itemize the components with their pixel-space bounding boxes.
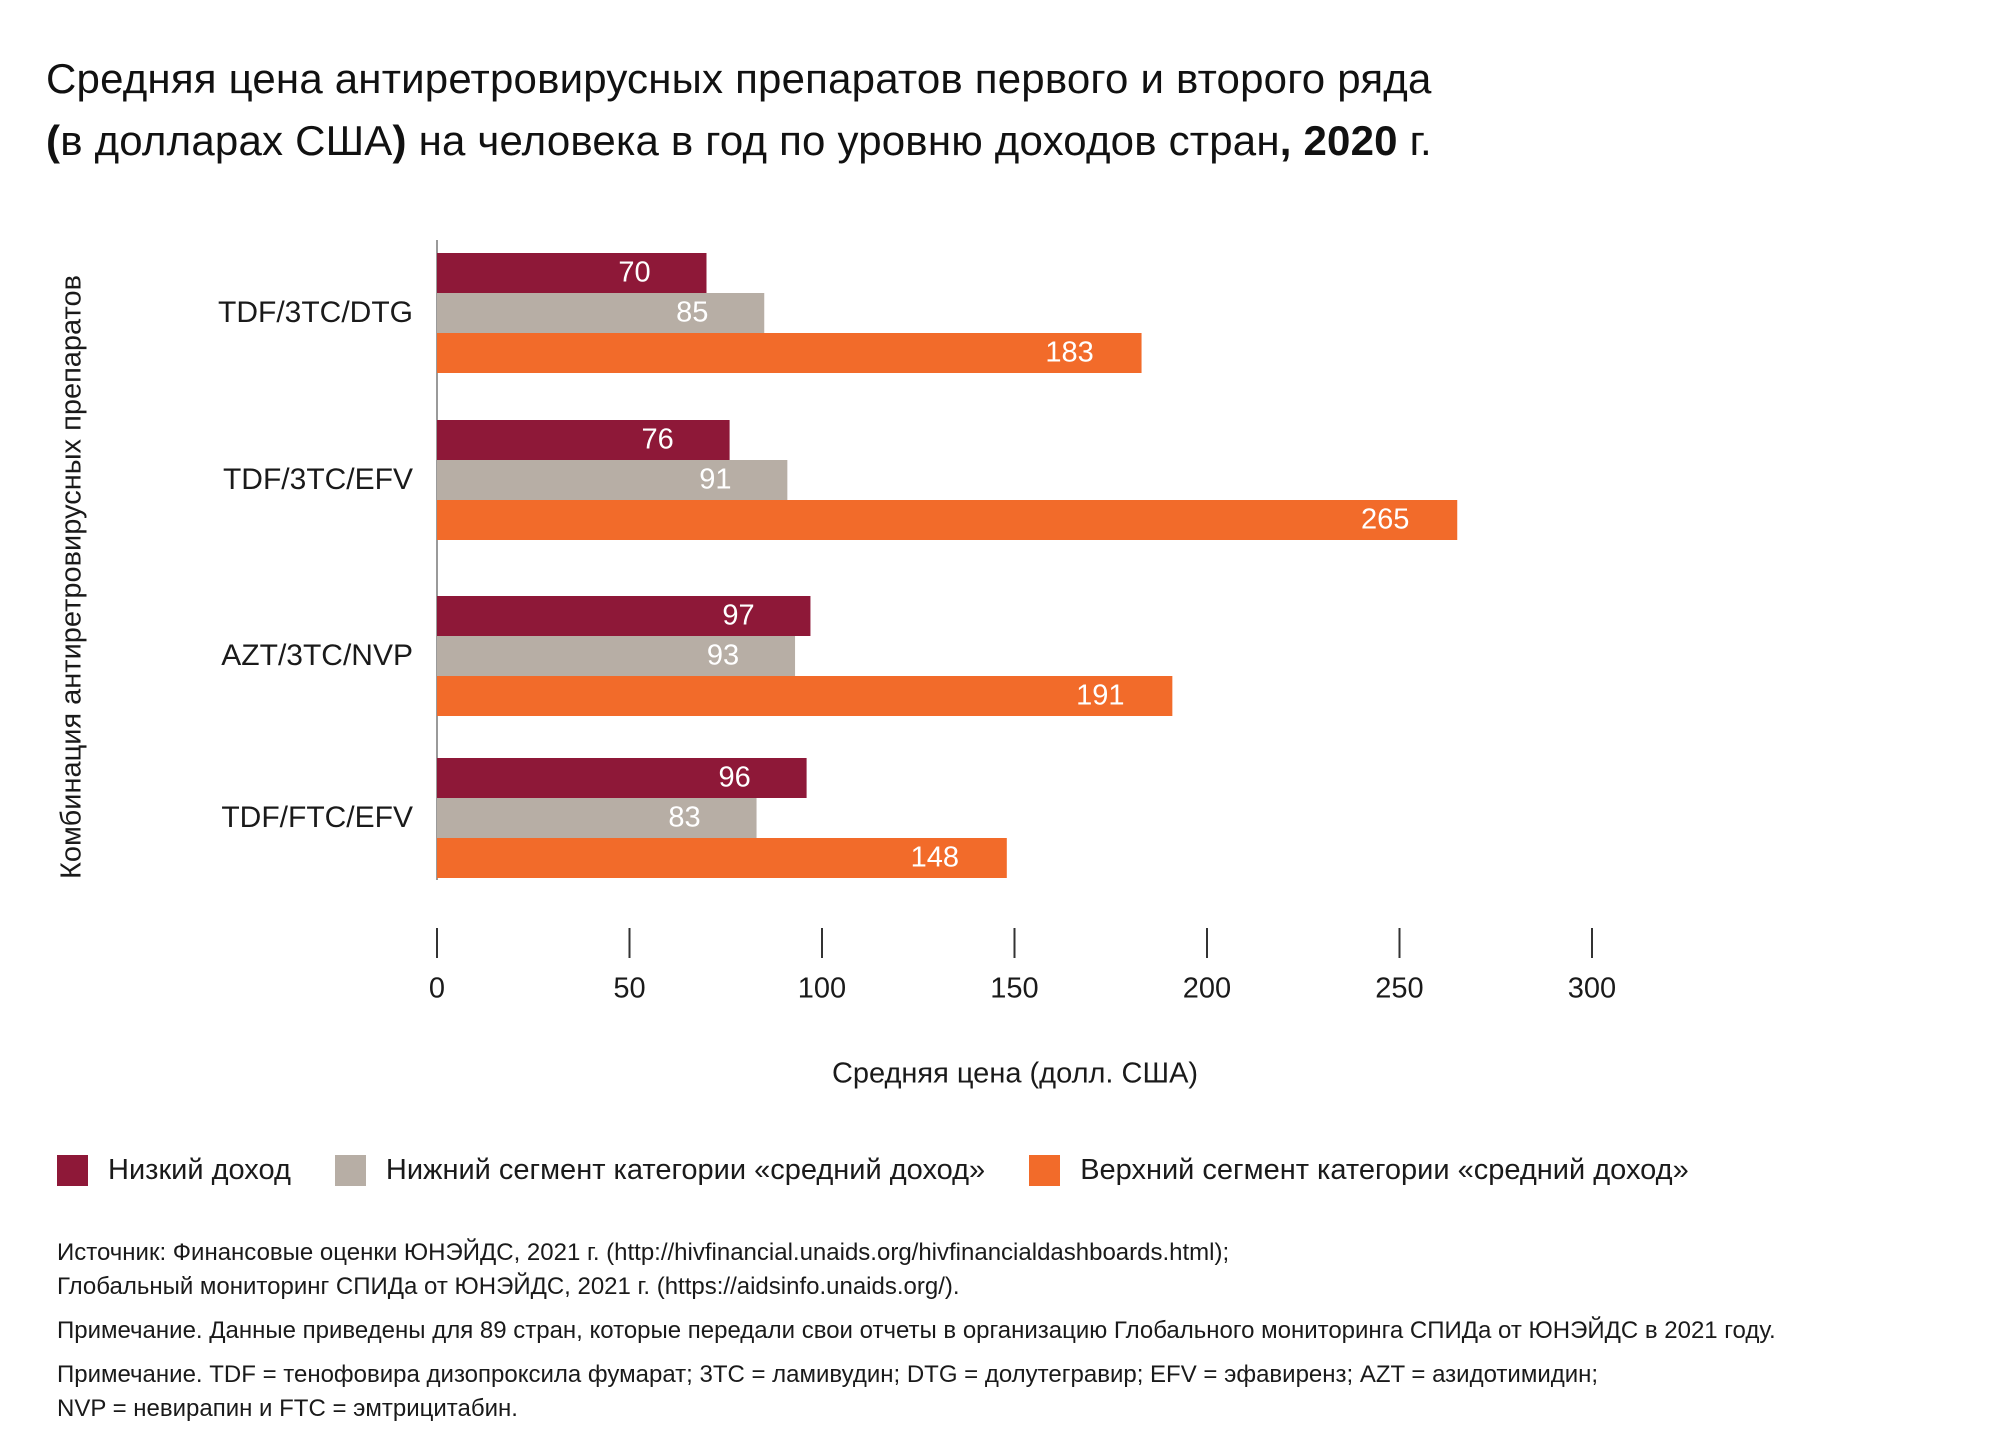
- category-label: TDF/3TC/DTG: [218, 296, 413, 329]
- data-label-TDF/FTC/EFV-2: 148: [911, 842, 959, 874]
- bar-TDF/FTC/EFV-2: [437, 838, 1007, 878]
- legend-label: Верхний сегмент категории «средний доход…: [1080, 1153, 1689, 1186]
- bar-TDF/3TC/EFV-0: [437, 420, 730, 460]
- data-label-TDF/3TC/DTG-0: 70: [618, 257, 650, 289]
- x-axis-label: Средняя цена (долл. США): [832, 1058, 1198, 1090]
- bar-TDF/3TC/EFV-1: [437, 460, 788, 500]
- title-line-2: (в долларах США) на человека в год по ур…: [46, 110, 1946, 172]
- data-label-TDF/3TC/EFV-2: 265: [1361, 504, 1409, 536]
- x-tick-label: 0: [429, 973, 445, 1005]
- legend-swatch: [57, 1154, 88, 1186]
- title-close-paren: ): [392, 117, 407, 164]
- category-label: TDF/FTC/EFV: [221, 801, 413, 834]
- bar-TDF/3TC/DTG-2: [437, 333, 1142, 373]
- chart-notes: Источник: Финансовые оценки ЮНЭЙДС, 2021…: [57, 1236, 1977, 1426]
- legend-swatch: [334, 1154, 366, 1186]
- x-tick-label: 200: [1183, 973, 1231, 1005]
- bar-TDF/FTC/EFV-1: [437, 798, 757, 838]
- x-tick-label: 300: [1568, 973, 1616, 1005]
- title-open-paren: (: [46, 117, 61, 164]
- bar-chart: 70 85 183 TDF/3TC/DTG 76 91 265 TDF/3TC/EFV 97 93…: [56, 240, 1616, 1090]
- chart-legend: Низкий доход Нижний сегмент категории «ср…: [57, 1150, 1733, 1190]
- legend-item: Низкий доход: [57, 1154, 291, 1187]
- data-label-TDF/FTC/EFV-1: 83: [668, 802, 700, 834]
- data-label-AZT/3TC/NVP-1: 93: [707, 640, 739, 672]
- title-subject: на человека в год по уровню доходов стра…: [406, 117, 1280, 164]
- data-label-AZT/3TC/NVP-2: 191: [1076, 680, 1124, 712]
- note-2-line-1: Примечание. TDF = тенофовира дизопроксил…: [57, 1361, 1599, 1388]
- legend-label: Нижний сегмент категории «средний доход»: [385, 1153, 986, 1186]
- chart-title: Средняя цена антиретровирусных препарато…: [46, 48, 1946, 172]
- bar-TDF/FTC/EFV-0: [437, 758, 807, 798]
- x-tick-label: 250: [1375, 973, 1423, 1005]
- bar-TDF/3TC/DTG-1: [437, 293, 765, 333]
- note-2-line-2: NVP = невирапин и FTC = эмтрицитабин.: [57, 1395, 518, 1422]
- title-year: , 2020: [1279, 117, 1398, 164]
- data-label-TDF/FTC/EFV-0: 96: [718, 762, 750, 794]
- legend-swatch: [1029, 1154, 1061, 1186]
- note-1: Примечание. Данные приведены для 89 стра…: [57, 1317, 1776, 1344]
- bar-AZT/3TC/NVP-1: [437, 636, 796, 676]
- legend-item: Нижний сегмент категории «средний доход»: [334, 1153, 986, 1187]
- data-label-TDF/3TC/DTG-1: 85: [676, 297, 708, 329]
- title-currency: в долларах США: [60, 117, 393, 164]
- source-line-1: Источник: Финансовые оценки ЮНЭЙДС, 2021…: [57, 1239, 1230, 1266]
- data-label-TDF/3TC/DTG-2: 183: [1045, 337, 1093, 369]
- x-tick-label: 100: [798, 973, 846, 1005]
- title-line-1: Средняя цена антиретровирусных препарато…: [46, 55, 1432, 102]
- x-tick-label: 50: [613, 973, 645, 1005]
- data-label-TDF/3TC/EFV-1: 91: [699, 464, 731, 496]
- data-label-TDF/3TC/EFV-0: 76: [641, 424, 673, 456]
- legend-item: Верхний сегмент категории «средний доход…: [1029, 1154, 1689, 1187]
- bar-AZT/3TC/NVP-2: [437, 676, 1173, 716]
- y-axis-label: Комбинация антиретровирусных препаратов: [56, 275, 88, 879]
- category-label: TDF/3TC/EFV: [223, 463, 413, 496]
- bar-AZT/3TC/NVP-0: [437, 596, 811, 636]
- legend-label: Низкий доход: [108, 1153, 291, 1186]
- bar-TDF/3TC/EFV-2: [437, 500, 1458, 540]
- category-label: AZT/3TC/NVP: [221, 639, 413, 672]
- title-year-suffix: г.: [1397, 117, 1432, 164]
- bar-TDF/3TC/DTG-0: [437, 253, 707, 293]
- data-label-AZT/3TC/NVP-0: 97: [722, 600, 754, 632]
- x-tick-label: 150: [990, 973, 1038, 1005]
- source-line-2: Глобальный мониторинг СПИДа от ЮНЭЙДС, 2…: [57, 1273, 960, 1300]
